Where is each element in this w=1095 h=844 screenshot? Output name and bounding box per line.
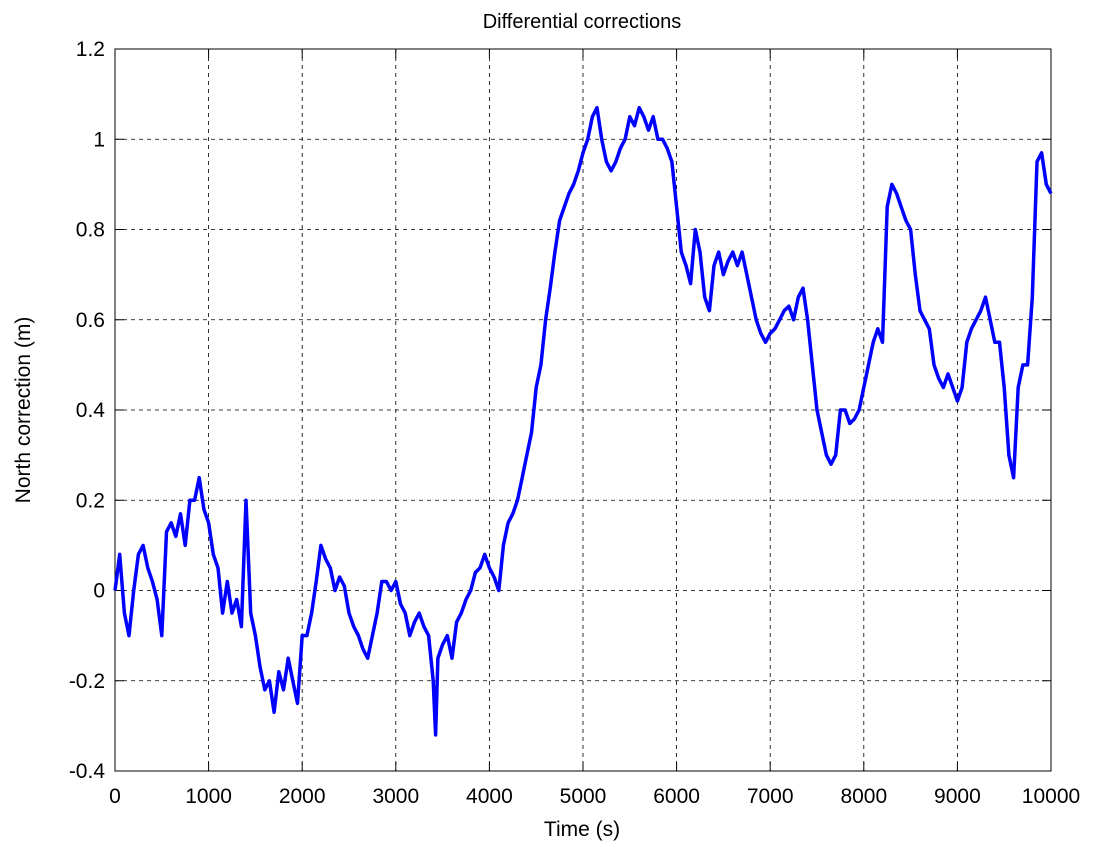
y-tick-label: 0 (93, 580, 105, 603)
x-tick-label: 9000 (934, 785, 981, 808)
chart-title: Differential corrections (483, 11, 682, 33)
data-line (113, 105, 1053, 737)
y-tick-label: 0.8 (76, 219, 105, 242)
y-tick-label: -0.4 (69, 760, 106, 783)
x-tick-label: 3000 (372, 785, 419, 808)
y-tick-label: 0.6 (76, 309, 105, 332)
x-tick-label: 1000 (185, 785, 232, 808)
x-tick-label: 7000 (747, 785, 794, 808)
plot-frame (114, 48, 1052, 772)
y-tick-label: 1.2 (76, 38, 105, 61)
x-axis-label: Time (s) (544, 818, 620, 841)
x-tick-label: 10000 (1022, 785, 1080, 808)
x-tick-label: 2000 (279, 785, 326, 808)
x-tick-label: 0 (109, 785, 121, 808)
y-axis-label: North correction (m) (12, 317, 35, 504)
x-tick-label: 4000 (466, 785, 513, 808)
y-tick-label: -0.2 (69, 670, 105, 693)
y-tick-label: 0.2 (76, 489, 105, 512)
x-tick-label: 6000 (653, 785, 700, 808)
x-tick-label: 5000 (560, 785, 607, 808)
x-tick-label: 8000 (840, 785, 887, 808)
y-tick-label: 0.4 (76, 399, 106, 422)
y-tick-label: 1 (93, 128, 105, 151)
